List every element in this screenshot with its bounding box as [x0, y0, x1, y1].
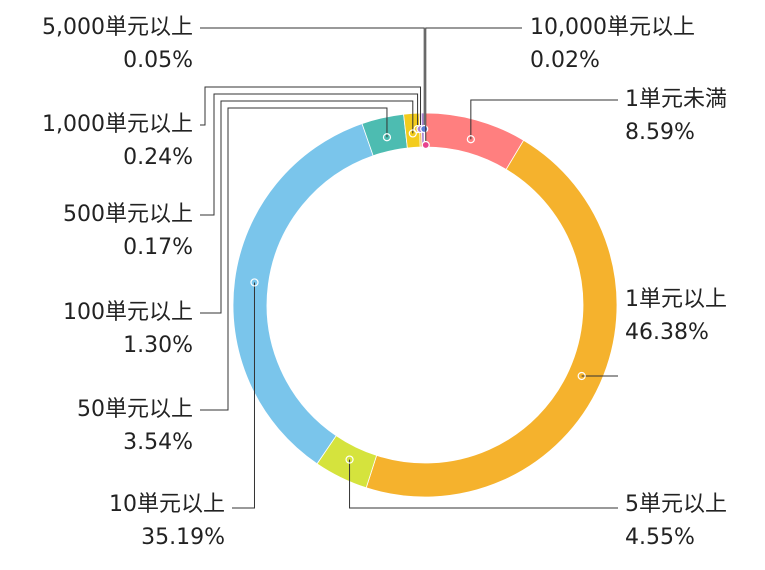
slice-label: 10,000単元以上 — [530, 15, 695, 40]
leader-line — [425, 27, 522, 146]
slice-value-label: 35.19% — [141, 525, 225, 550]
leader-dot — [382, 133, 392, 142]
slice-label: 5単元以上 — [625, 492, 727, 517]
slice-label: 1,000単元以上 — [42, 112, 193, 137]
slice-value-label: 0.24% — [123, 145, 193, 170]
donut-slice — [365, 139, 618, 498]
slice-value-label: 3.54% — [123, 430, 193, 455]
slice-label: 100単元以上 — [63, 300, 193, 325]
slice-value-label: 0.02% — [530, 48, 600, 73]
slice-value-label: 8.59% — [625, 120, 695, 145]
leader-line — [200, 107, 388, 411]
slice-label: 500単元以上 — [63, 202, 193, 227]
leader-line — [200, 93, 419, 216]
slice-label: 10単元以上 — [109, 492, 225, 517]
leader-line — [470, 99, 618, 140]
slice-value-label: 0.17% — [123, 235, 193, 260]
slice-label: 5,000単元以上 — [42, 15, 193, 40]
leader-line — [349, 459, 618, 509]
leader-dot — [421, 140, 430, 150]
slice-value-label: 0.05% — [123, 48, 193, 73]
leader-dot — [250, 278, 259, 287]
leader-line — [200, 86, 422, 130]
leader-line — [232, 282, 255, 509]
slice-value-label: 1.30% — [123, 333, 193, 358]
slice-label: 50単元以上 — [77, 397, 193, 422]
leader-line — [200, 27, 425, 130]
leader-dot — [408, 129, 417, 138]
leader-dot — [345, 455, 354, 464]
slice-value-label: 46.38% — [625, 320, 709, 345]
slice-label: 1単元未満 — [625, 87, 727, 112]
slice-value-label: 4.55% — [625, 525, 695, 550]
leader-dot — [420, 124, 429, 134]
leader-dot — [466, 135, 475, 144]
leader-line — [200, 100, 414, 314]
slice-label: 1単元以上 — [625, 287, 727, 312]
leader-dot — [577, 371, 586, 381]
